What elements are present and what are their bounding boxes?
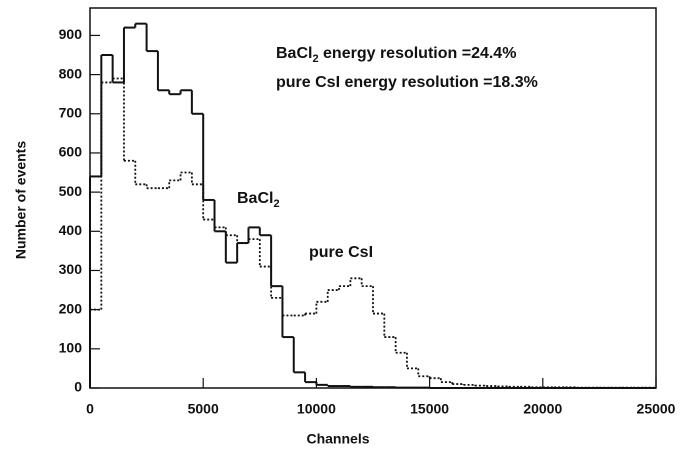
x-tick-label: 5000 [188,401,219,417]
annotation: BaCl2 energy resolution =24.4% [276,45,516,65]
x-tick-label: 25000 [637,401,676,417]
x-tick-label: 20000 [523,401,562,417]
annotation-text: energy resolution =24.4% [319,45,517,62]
plot-frame [89,7,657,389]
y-tick-label: 500 [59,183,83,199]
y-axis-label: Number of events [13,141,29,259]
y-tick-label: 300 [59,261,83,277]
y-tick-label: 600 [59,144,83,160]
y-tick-label: 200 [59,300,83,316]
y-tick-label: 900 [59,26,83,42]
y-tick-label: 800 [59,65,83,81]
y-tick-label: 400 [59,222,83,238]
annotation-text: BaCl [276,45,312,62]
x-tick-label: 10000 [297,401,336,417]
x-tick-label: 0 [86,401,94,417]
x-tick-label: 15000 [410,401,449,417]
annotation: pure CsI energy resolution =18.3% [276,74,538,91]
y-tick-label: 700 [59,104,83,120]
series-label: BaCl2 [237,190,280,210]
y-tick-label: 0 [74,379,82,395]
y-tick-label: 100 [59,340,83,356]
series-label: pure CsI [309,244,373,261]
x-axis-label: Channels [306,431,369,447]
series-name: BaCl [237,190,273,207]
series-name-sub: 2 [273,198,279,210]
annotation-sub: 2 [312,53,318,65]
